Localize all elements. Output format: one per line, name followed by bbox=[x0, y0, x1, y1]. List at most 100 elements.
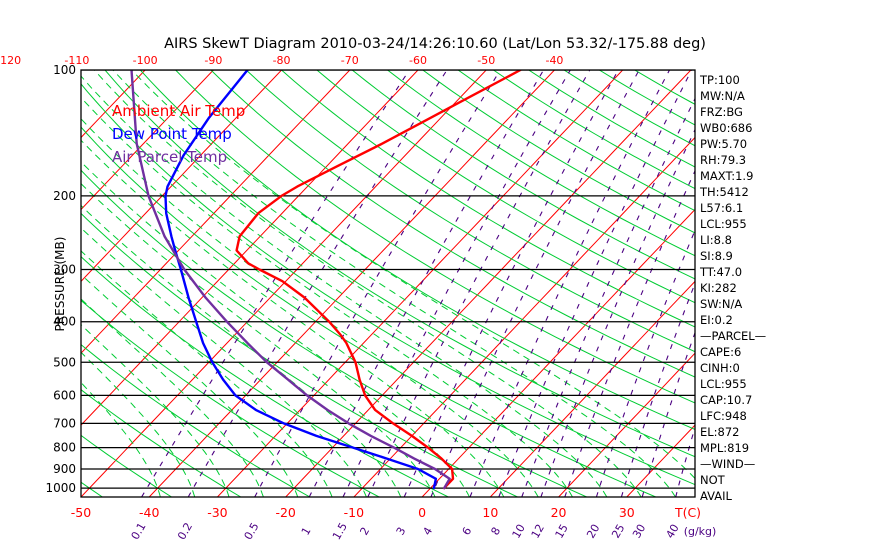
mixing-ratio-line bbox=[498, 70, 693, 497]
dry-adiabat-gridlines bbox=[81, 70, 695, 497]
isotherm-line bbox=[148, 70, 555, 497]
isotherm-line bbox=[217, 70, 624, 497]
sounding-curve bbox=[164, 70, 438, 490]
bottom-temp-tick-label: 30 bbox=[619, 505, 635, 520]
mixing-ratio-line bbox=[620, 281, 695, 497]
parameter-item: —WIND— bbox=[700, 457, 755, 471]
moist-adiabat-line bbox=[81, 381, 161, 497]
dry-adiabat-line bbox=[422, 70, 695, 234]
pressure-axis-label: PRESSURE (MB) bbox=[53, 237, 67, 332]
bottom-temp-tick-label: -20 bbox=[275, 505, 295, 520]
pressure-tick-label: 700 bbox=[53, 416, 76, 430]
parameter-item: FRZ:BG bbox=[700, 105, 743, 119]
dry-adiabat-line bbox=[81, 389, 242, 497]
dry-adiabat-line bbox=[81, 256, 449, 497]
mixing-ratio-axis: 0.1 0.2 0.5 1 1.5 2 3 4 6 8 10 12 15 20 25 30 40 (g/kg) bbox=[129, 520, 717, 542]
top-temp-tick-label: -110 bbox=[64, 54, 89, 67]
parameter-item: WB0:686 bbox=[700, 121, 752, 135]
dry-adiabat-line bbox=[493, 70, 695, 190]
parameter-item: L57:6.1 bbox=[700, 201, 743, 215]
curve-legend: Ambient Air Temp Dew Point Temp Air Parcel… bbox=[112, 102, 245, 166]
moist-adiabat-line bbox=[131, 70, 695, 480]
isotherm-line bbox=[489, 280, 695, 497]
parameter-item: EI:0.2 bbox=[700, 313, 733, 327]
parameter-item: MW:N/A bbox=[700, 89, 745, 103]
plot-frame bbox=[80, 69, 696, 498]
top-temp-tick-label: -70 bbox=[341, 54, 359, 67]
sounding-curve bbox=[130, 70, 451, 490]
mixing-ratio-line bbox=[254, 70, 501, 497]
parameter-item: KI:282 bbox=[700, 281, 737, 295]
dry-adiabat-line bbox=[528, 70, 695, 168]
isotherm-line bbox=[626, 424, 695, 497]
bottom-temperature-axis: -50 -40 -30 -20 -10 0 10 20 30 T(C) bbox=[71, 505, 701, 520]
isotherm-line bbox=[81, 70, 214, 211]
parameter-item: EL:872 bbox=[700, 425, 740, 439]
mixing-ratio-line bbox=[641, 331, 695, 497]
bottom-temp-tick-label: -10 bbox=[344, 505, 364, 520]
parameter-item: TH:5412 bbox=[699, 185, 749, 199]
dry-adiabat-line bbox=[139, 70, 695, 430]
bottom-temp-tick-label: 0 bbox=[418, 505, 426, 520]
legend-label: Ambient Air Temp bbox=[112, 102, 245, 120]
parameter-item: MAXT:1.9 bbox=[700, 169, 753, 183]
parameter-item: SW:N/A bbox=[700, 297, 742, 311]
mixing-ratio-tick-label: 25 bbox=[609, 522, 627, 541]
mixing-ratio-line bbox=[367, 70, 591, 497]
mixing-ratio-line bbox=[521, 97, 695, 497]
dry-adiabat-line bbox=[634, 70, 695, 105]
top-temp-tick-label: -60 bbox=[409, 54, 427, 67]
dry-adiabat-line bbox=[210, 70, 695, 378]
isotherm-line bbox=[558, 352, 695, 497]
mixing-ratio-line bbox=[564, 169, 695, 497]
parameter-item: PW:5.70 bbox=[700, 137, 747, 151]
moist-adiabat-line bbox=[81, 351, 196, 497]
pressure-tick-label: 600 bbox=[53, 388, 76, 402]
parameter-item: CAP:10.7 bbox=[700, 393, 752, 407]
top-temp-tick-label: -80 bbox=[273, 54, 291, 67]
moist-adiabat-line bbox=[112, 70, 677, 497]
parameter-item: SI:8.9 bbox=[700, 249, 733, 263]
mixing-ratio-tick-label: 40 bbox=[664, 522, 682, 541]
dry-adiabat-line bbox=[245, 70, 695, 353]
dry-adiabat-line bbox=[81, 126, 656, 497]
bottom-temp-tick-label: -30 bbox=[207, 505, 227, 520]
dry-adiabat-line bbox=[81, 212, 518, 497]
pressure-tick-label: 200 bbox=[53, 189, 76, 203]
chart-title: AIRS SkewT Diagram 2010-03-24/14:26:10.6… bbox=[164, 36, 706, 52]
dry-adiabat-line bbox=[104, 70, 695, 458]
mixing-ratio-tick-label: 20 bbox=[584, 522, 602, 541]
mixing-ratio-line bbox=[469, 70, 670, 497]
isotherm-line bbox=[81, 70, 419, 426]
dry-adiabat-line bbox=[175, 70, 695, 404]
parameter-item: TP:100 bbox=[699, 73, 740, 87]
parameter-item: CAPE:6 bbox=[700, 345, 741, 359]
parameter-item: TT:47.0 bbox=[699, 265, 742, 279]
pressure-tick-label: 900 bbox=[53, 462, 76, 476]
top-temp-tick-label: -40 bbox=[545, 54, 563, 67]
parameter-panel: TP:100 MW:N/A FRZ:BG WB0:686 PW:5.70 RH:79.3 M… bbox=[699, 73, 766, 503]
dry-adiabat-line bbox=[387, 70, 695, 257]
parameter-item: LFC:948 bbox=[700, 409, 747, 423]
moist-adiabat-line bbox=[81, 250, 333, 497]
pressure-tick-label: 300 bbox=[53, 263, 76, 277]
bottom-temp-tick-label: 10 bbox=[482, 505, 498, 520]
pressure-tick-label: 400 bbox=[53, 315, 76, 329]
moist-adiabat-line bbox=[81, 75, 608, 497]
parameter-item: RH:79.3 bbox=[700, 153, 746, 167]
mixing-ratio-tick-label: 12 bbox=[529, 522, 547, 541]
mixing-ratio-line bbox=[308, 70, 545, 497]
parameter-item: LCL:955 bbox=[700, 377, 747, 391]
mixing-ratio-tick-label: 30 bbox=[630, 522, 648, 541]
moist-adiabat-line bbox=[81, 118, 539, 497]
isotherm-line bbox=[81, 70, 282, 283]
dry-adiabat-line bbox=[81, 83, 695, 486]
mixing-ratio-tick-label: 15 bbox=[553, 522, 571, 541]
bottom-temp-tick-label: -50 bbox=[71, 505, 91, 520]
mixing-ratio-line bbox=[595, 229, 695, 497]
pressure-tick-label: 1000 bbox=[45, 481, 76, 495]
parameter-item: AVAIL bbox=[700, 489, 733, 503]
